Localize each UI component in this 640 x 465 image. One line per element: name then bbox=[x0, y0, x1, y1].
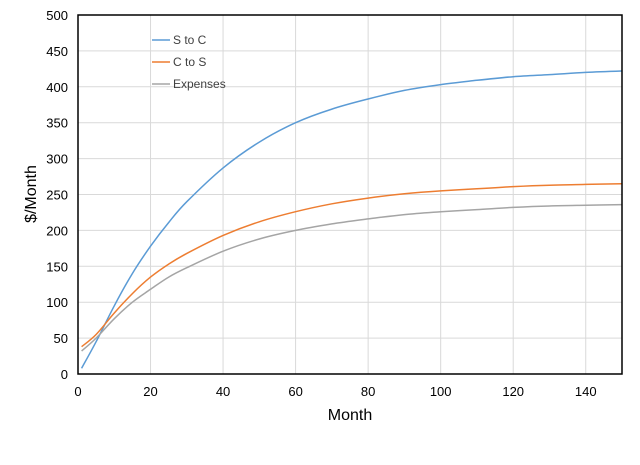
legend-label-s-to-c: S to C bbox=[173, 33, 207, 47]
x-tick-label: 60 bbox=[288, 384, 302, 399]
x-tick-label: 80 bbox=[361, 384, 375, 399]
plot-area-border bbox=[77, 14, 623, 375]
legend: S to C C to S Expenses bbox=[152, 33, 226, 91]
y-axis-ticks: 0 50 100 150 200 250 300 350 400 450 500 bbox=[46, 8, 68, 382]
x-tick-label: 20 bbox=[143, 384, 157, 399]
legend-label-expenses: Expenses bbox=[173, 77, 226, 91]
y-tick-label: 300 bbox=[46, 152, 68, 167]
y-tick-label: 250 bbox=[46, 188, 68, 203]
x-axis-title: Month bbox=[328, 407, 372, 424]
y-tick-label: 400 bbox=[46, 80, 68, 95]
series-line-expenses bbox=[81, 203, 623, 352]
y-tick-label: 350 bbox=[46, 116, 68, 131]
series-line-c-to-s bbox=[81, 182, 623, 348]
y-tick-label: 50 bbox=[54, 331, 68, 346]
y-tick-label: 200 bbox=[46, 223, 68, 238]
y-tick-label: 450 bbox=[46, 44, 68, 59]
x-tick-label: 0 bbox=[74, 384, 81, 399]
y-tick-label: 500 bbox=[46, 8, 68, 23]
y-axis-title: $/Month bbox=[23, 165, 40, 223]
x-tick-label: 100 bbox=[430, 384, 452, 399]
gridlines bbox=[78, 15, 622, 374]
x-tick-label: 140 bbox=[575, 384, 597, 399]
series-line-s-to-c bbox=[80, 70, 623, 369]
y-tick-label: 100 bbox=[46, 295, 68, 310]
x-tick-label: 40 bbox=[216, 384, 230, 399]
x-tick-label: 120 bbox=[502, 384, 524, 399]
y-tick-label: 150 bbox=[46, 259, 68, 274]
y-tick-label: 0 bbox=[61, 367, 68, 382]
x-axis-ticks: 0 20 40 60 80 100 120 140 bbox=[74, 384, 596, 399]
legend-label-c-to-s: C to S bbox=[173, 55, 206, 69]
series-lines bbox=[80, 70, 623, 369]
